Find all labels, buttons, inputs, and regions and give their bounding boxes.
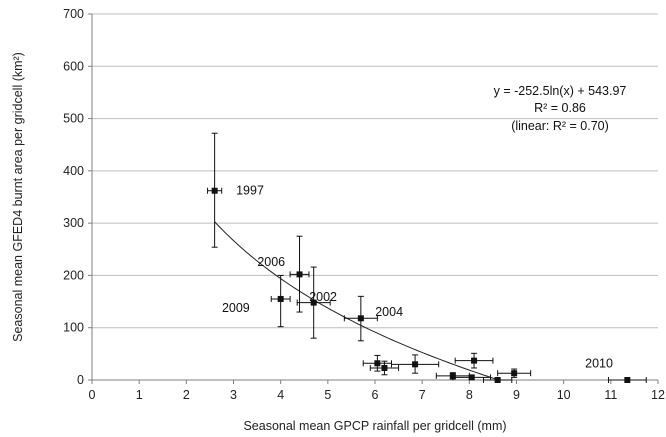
data-point xyxy=(381,364,388,371)
data-point xyxy=(357,315,364,322)
fit-curve xyxy=(214,221,498,381)
year-label: 2009 xyxy=(222,301,250,315)
x-tick-label: 7 xyxy=(419,388,426,402)
data-point xyxy=(468,374,475,381)
year-label: 2010 xyxy=(585,356,613,370)
x-tick-label: 6 xyxy=(372,388,379,402)
year-label: 2006 xyxy=(257,255,285,269)
data-markers xyxy=(211,187,631,383)
fit-linear-r-squared: (linear: R² = 0.70) xyxy=(511,119,609,133)
data-point xyxy=(374,360,381,367)
year-label: 2002 xyxy=(309,290,337,304)
x-tick-label: 2 xyxy=(183,388,190,402)
x-tick-label: 10 xyxy=(557,388,571,402)
x-tick-label: 3 xyxy=(230,388,237,402)
x-tick-label: 4 xyxy=(277,388,284,402)
data-point xyxy=(471,357,478,364)
year-labels: 1997 2006 2009 2002 2004 2010 xyxy=(222,184,613,371)
data-point xyxy=(211,187,218,194)
y-tick-label: 200 xyxy=(63,268,84,282)
x-tick-label: 11 xyxy=(604,388,617,402)
y-tick-label: 300 xyxy=(63,216,84,230)
error-bars xyxy=(207,132,647,383)
y-tick-label: 100 xyxy=(63,321,84,335)
fit-r-squared: R² = 0.86 xyxy=(534,101,586,115)
data-point xyxy=(494,377,501,383)
data-point xyxy=(310,299,317,306)
data-point xyxy=(449,372,456,379)
x-tick-label: 1 xyxy=(136,388,143,402)
data-point xyxy=(277,295,284,302)
y-tick-label: 0 xyxy=(77,373,84,387)
x-tick-label: 12 xyxy=(651,388,665,402)
y-axis-label: Seasonal mean GFED4 burnt area per gridc… xyxy=(11,52,25,342)
gridlines xyxy=(92,13,658,329)
fit-curve-group xyxy=(214,221,498,381)
y-tick-label: 400 xyxy=(63,164,84,178)
x-tick-label: 0 xyxy=(89,388,96,402)
fit-equation: y = -252.5ln(x) + 543.97 xyxy=(494,84,627,98)
data-point xyxy=(412,361,419,368)
y-tick-label: 500 xyxy=(63,112,84,126)
data-point xyxy=(296,271,303,278)
data-point xyxy=(511,370,518,377)
y-tick-label: 600 xyxy=(63,59,84,73)
data-point xyxy=(624,377,631,383)
year-label: 2004 xyxy=(375,305,403,319)
x-tick-label: 8 xyxy=(466,388,473,402)
year-label: 1997 xyxy=(236,184,264,198)
x-axis-label: Seasonal mean GPCP rainfall per gridcell… xyxy=(243,419,506,433)
x-tick-label: 5 xyxy=(324,388,331,402)
x-tick-label: 9 xyxy=(513,388,520,402)
y-tick-label: 700 xyxy=(63,7,84,21)
